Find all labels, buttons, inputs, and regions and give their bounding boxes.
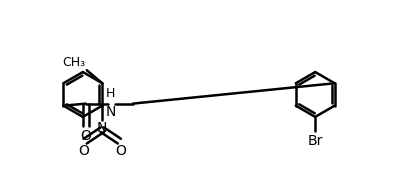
Text: O: O — [78, 144, 89, 158]
Text: CH₃: CH₃ — [62, 56, 85, 69]
Text: O: O — [80, 129, 91, 143]
Text: N: N — [105, 105, 115, 119]
Text: O: O — [115, 144, 126, 158]
Text: N: N — [97, 121, 108, 135]
Text: Br: Br — [308, 134, 323, 148]
Text: H: H — [106, 87, 115, 100]
